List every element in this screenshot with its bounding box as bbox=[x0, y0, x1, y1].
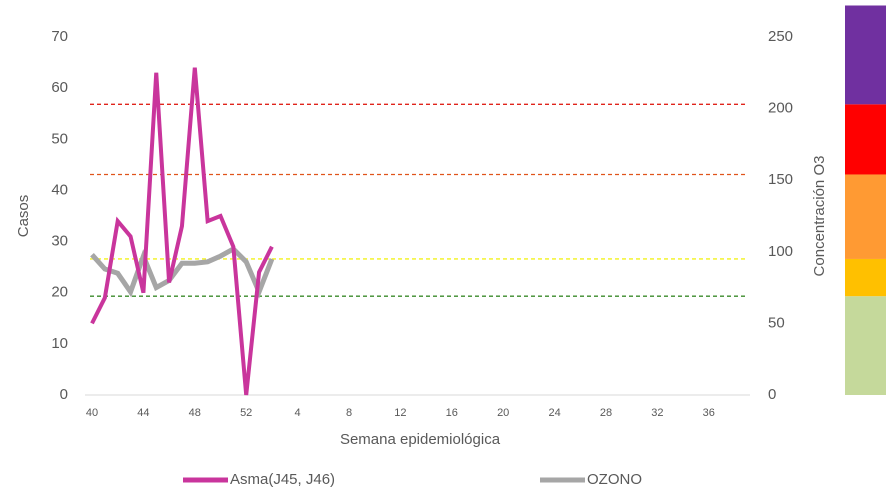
x-tick-label: 20 bbox=[497, 407, 509, 419]
x-tick-label: 36 bbox=[703, 407, 715, 419]
series-line bbox=[90, 245, 275, 299]
series-line bbox=[90, 67, 274, 396]
y2-tick-label: 150 bbox=[768, 171, 793, 188]
y-tick-label: 50 bbox=[51, 130, 68, 147]
x-tick-label: 16 bbox=[446, 407, 458, 419]
y-tick-label: 70 bbox=[51, 28, 68, 45]
x-tick-label: 40 bbox=[86, 407, 98, 419]
x-tick-label: 52 bbox=[240, 407, 252, 419]
y2-tick-label: 50 bbox=[768, 314, 785, 331]
y2-tick-label: 200 bbox=[768, 100, 793, 117]
x-tick-label: 28 bbox=[600, 407, 612, 419]
y2-axis-label: Concentración O3 bbox=[811, 156, 828, 277]
legend-label: OZONO bbox=[587, 471, 642, 488]
x-tick-label: 48 bbox=[189, 407, 201, 419]
y2-tick-label: 0 bbox=[768, 386, 776, 403]
y-tick-label: 60 bbox=[51, 79, 68, 96]
y-tick-label: 30 bbox=[51, 233, 68, 250]
aqi-band bbox=[845, 258, 886, 297]
y-tick-label: 20 bbox=[51, 284, 68, 301]
y-tick-label: 40 bbox=[51, 181, 68, 198]
y2-tick-label: 250 bbox=[768, 28, 793, 45]
x-tick-label: 8 bbox=[346, 407, 352, 419]
y2-tick-label: 100 bbox=[768, 243, 793, 260]
x-tick-label: 44 bbox=[137, 407, 149, 419]
legend-label: Asma(J45, J46) bbox=[230, 471, 335, 488]
aqi-band bbox=[845, 5, 886, 105]
x-tick-label: 4 bbox=[295, 407, 301, 419]
x-tick-label: 32 bbox=[651, 407, 663, 419]
x-axis-label: Semana epidemiológica bbox=[340, 431, 501, 448]
y-tick-label: 10 bbox=[51, 335, 68, 352]
aqi-band bbox=[845, 174, 886, 259]
y-tick-label: 0 bbox=[60, 386, 68, 403]
x-tick-label: 24 bbox=[548, 407, 560, 419]
aqi-band bbox=[845, 296, 886, 395]
y-axis-label: Casos bbox=[15, 195, 32, 238]
aqi-band bbox=[845, 104, 886, 175]
x-tick-label: 12 bbox=[394, 407, 406, 419]
